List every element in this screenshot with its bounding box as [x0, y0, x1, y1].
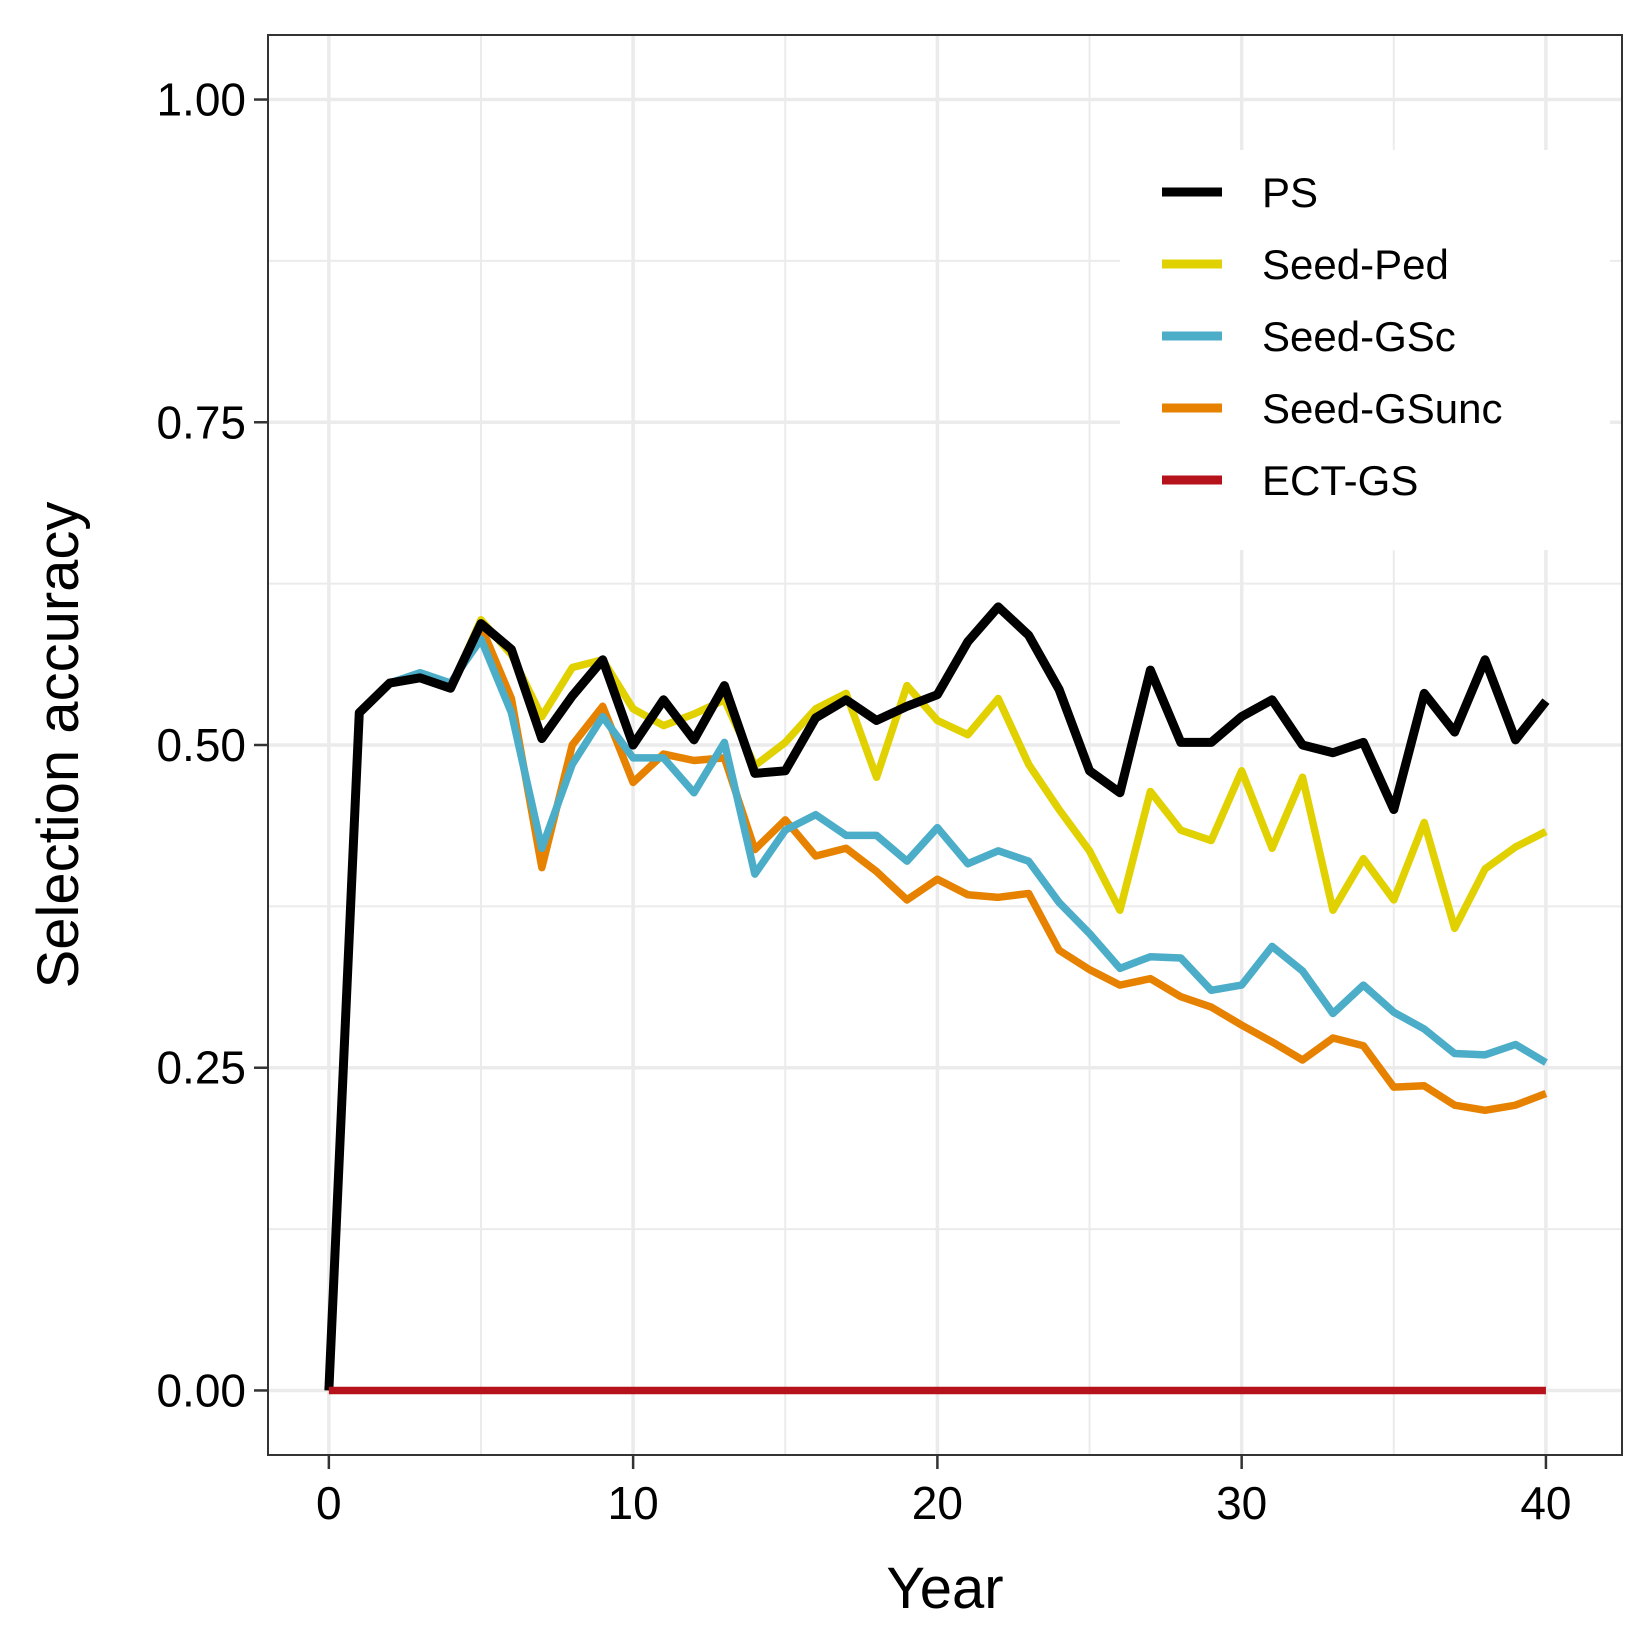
y-axis-title: Selection accuracy	[26, 502, 91, 989]
x-tick-label: 30	[1216, 1477, 1267, 1529]
y-tick-label: 0.75	[156, 396, 246, 448]
x-tick-label: 10	[608, 1477, 659, 1529]
legend-label: Seed-GSunc	[1262, 385, 1502, 432]
series-line-ps	[324, 602, 1550, 1391]
x-tick-label: 40	[1520, 1477, 1571, 1529]
legend-label: Seed-GSc	[1262, 313, 1456, 360]
x-axis-title: Year	[886, 1556, 1003, 1621]
series-lines	[324, 602, 1550, 1395]
legend: PS Seed-Ped Seed-GSc Seed-GSunc ECT-GS	[1120, 150, 1610, 550]
y-tick-label: 1.00	[156, 74, 246, 126]
legend-label: ECT-GS	[1262, 457, 1418, 504]
legend-label: Seed-Ped	[1262, 241, 1449, 288]
y-tick-label: 0.25	[156, 1042, 246, 1094]
axes: 0.00 0.25 0.50 0.75 1.00 0 10 20 30 40	[156, 74, 1571, 1529]
x-tick-label: 20	[912, 1477, 963, 1529]
legend-label: PS	[1262, 169, 1318, 216]
x-tick-label: 0	[316, 1477, 342, 1529]
y-tick-label: 0.00	[156, 1364, 246, 1416]
y-tick-label: 0.50	[156, 719, 246, 771]
series-line-seed-gsc	[325, 635, 1548, 1391]
